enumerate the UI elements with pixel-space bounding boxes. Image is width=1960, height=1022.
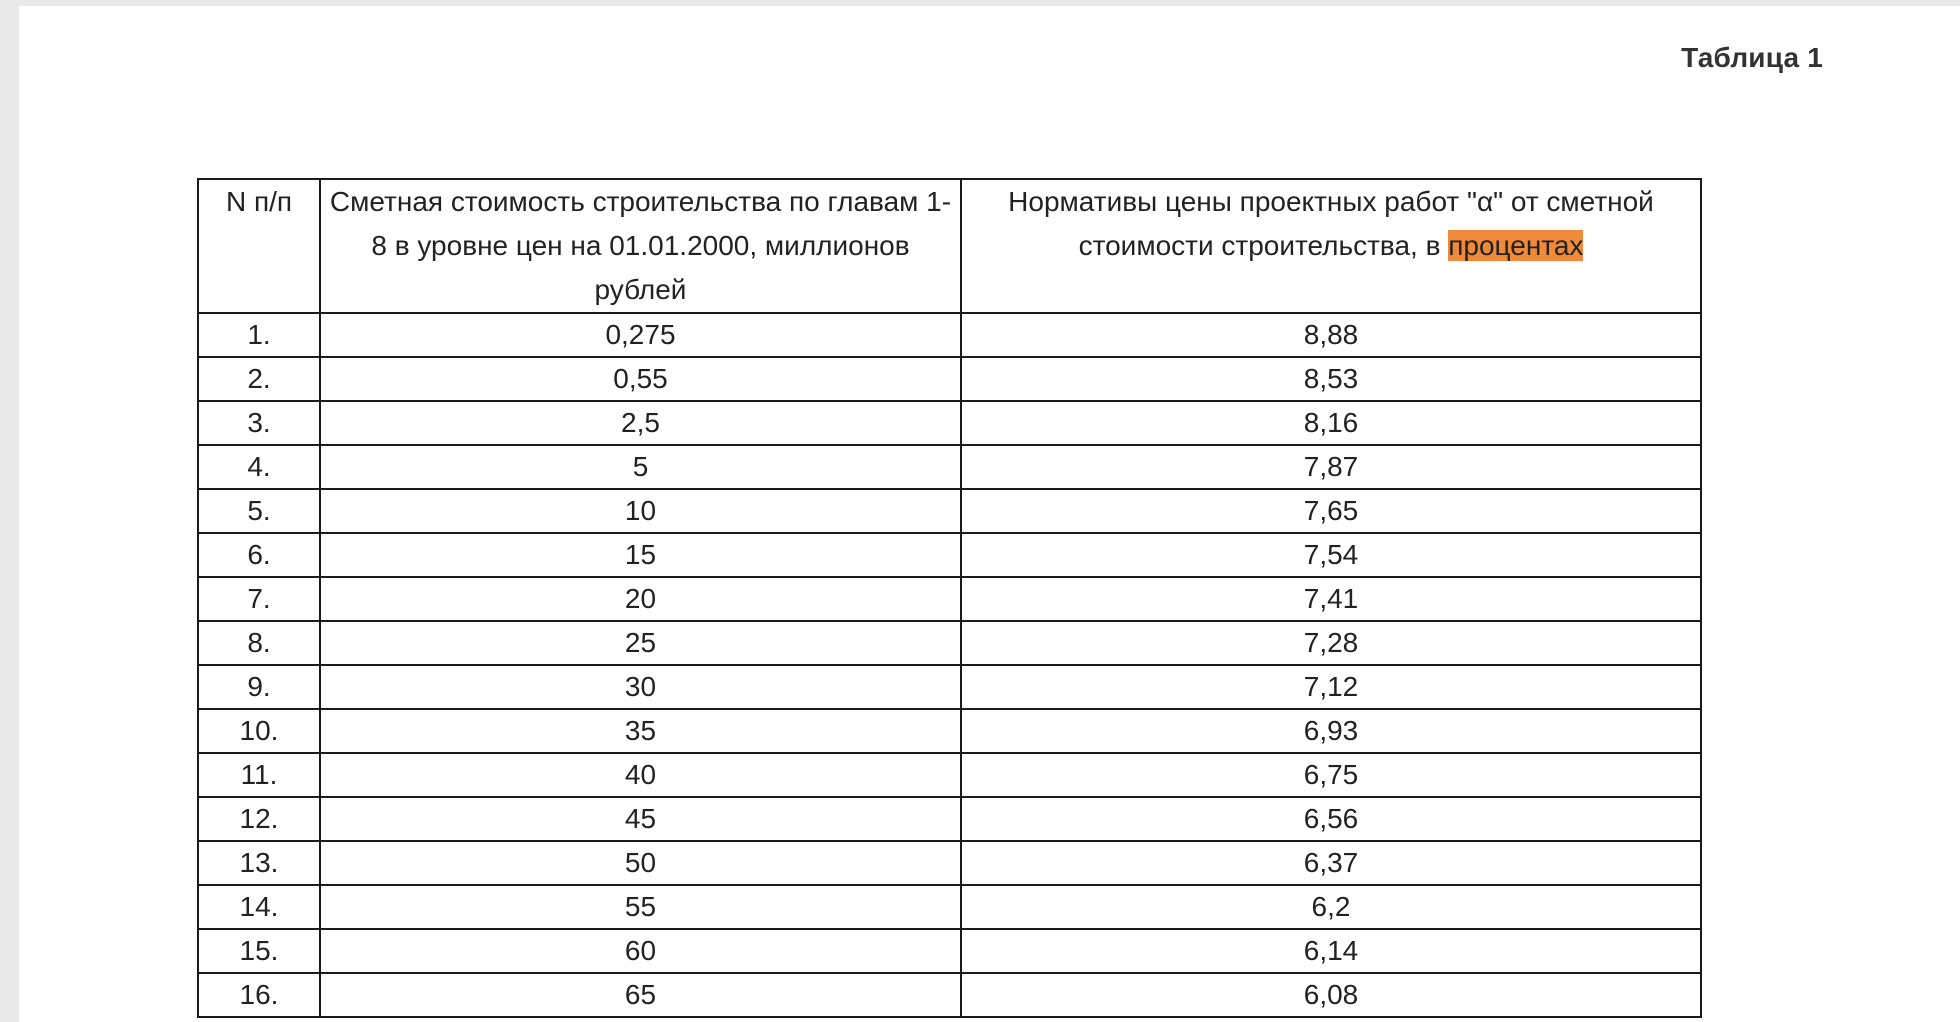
header-norm-text: Нормативы цены проектных работ "α" от см… (1008, 186, 1654, 261)
cell-norm: 7,54 (960, 532, 1702, 578)
cell-cost: 35 (319, 708, 962, 754)
cell-cost: 25 (319, 620, 962, 666)
table-row: 10. 35 6,93 (197, 708, 1702, 754)
cell-norm: 6,75 (960, 752, 1702, 798)
cell-cost: 55 (319, 884, 962, 930)
cell-num: 2. (197, 356, 321, 402)
table-row: 8. 25 7,28 (197, 620, 1702, 666)
cell-num: 15. (197, 928, 321, 974)
highlighted-word[interactable]: процентах (1448, 230, 1584, 261)
cell-norm: 6,08 (960, 972, 1702, 1018)
cell-norm: 6,2 (960, 884, 1702, 930)
norms-table: N п/п Сметная стоимость строительства по… (197, 178, 1702, 1018)
table-caption: Таблица 1 (1681, 42, 1823, 73)
cell-num: 7. (197, 576, 321, 622)
table-row: 14. 55 6,2 (197, 884, 1702, 930)
cell-num: 3. (197, 400, 321, 446)
table-row: 11. 40 6,75 (197, 752, 1702, 798)
cell-num: 12. (197, 796, 321, 842)
cell-norm: 7,12 (960, 664, 1702, 710)
header-num: N п/п (197, 178, 321, 314)
cell-num: 8. (197, 620, 321, 666)
cell-cost: 65 (319, 972, 962, 1018)
cell-norm: 7,28 (960, 620, 1702, 666)
header-norm: Нормативы цены проектных работ "α" от см… (960, 178, 1702, 314)
cell-norm: 7,87 (960, 444, 1702, 490)
cell-num: 5. (197, 488, 321, 534)
cell-num: 13. (197, 840, 321, 886)
table-row: 7. 20 7,41 (197, 576, 1702, 622)
cell-num: 11. (197, 752, 321, 798)
table-header-row: N п/п Сметная стоимость строительства по… (197, 178, 1702, 314)
cell-num: 16. (197, 972, 321, 1018)
cell-num: 4. (197, 444, 321, 490)
cell-cost: 40 (319, 752, 962, 798)
table-row: 6. 15 7,54 (197, 532, 1702, 578)
table-row: 13. 50 6,37 (197, 840, 1702, 886)
cell-norm: 6,56 (960, 796, 1702, 842)
table-body: 1. 0,275 8,88 2. 0,55 8,53 3. 2,5 8,16 4. 5 7,87 5. 1… (197, 312, 1702, 1018)
table-row: 3. 2,5 8,16 (197, 400, 1702, 446)
cell-cost: 60 (319, 928, 962, 974)
cell-cost: 10 (319, 488, 962, 534)
cell-num: 9. (197, 664, 321, 710)
table-row: 15. 60 6,14 (197, 928, 1702, 974)
cell-num: 10. (197, 708, 321, 754)
table-row: 12. 45 6,56 (197, 796, 1702, 842)
cell-num: 6. (197, 532, 321, 578)
cell-cost: 15 (319, 532, 962, 578)
cell-cost: 30 (319, 664, 962, 710)
table-row: 16. 65 6,08 (197, 972, 1702, 1018)
table-row: 9. 30 7,12 (197, 664, 1702, 710)
cell-cost: 20 (319, 576, 962, 622)
cell-norm: 7,41 (960, 576, 1702, 622)
table-row: 2. 0,55 8,53 (197, 356, 1702, 402)
cell-norm: 8,16 (960, 400, 1702, 446)
table-row: 1. 0,275 8,88 (197, 312, 1702, 358)
document-page: Таблица 1 N п/п Сметная стоимость строит… (19, 6, 1960, 1022)
cell-cost: 50 (319, 840, 962, 886)
header-cost: Сметная стоимость строительства по глава… (319, 178, 962, 314)
cell-norm: 8,53 (960, 356, 1702, 402)
cell-cost: 0,275 (319, 312, 962, 358)
cell-cost: 5 (319, 444, 962, 490)
cell-cost: 2,5 (319, 400, 962, 446)
cell-norm: 8,88 (960, 312, 1702, 358)
cell-norm: 6,37 (960, 840, 1702, 886)
cell-num: 14. (197, 884, 321, 930)
cell-norm: 6,14 (960, 928, 1702, 974)
cell-norm: 7,65 (960, 488, 1702, 534)
cell-num: 1. (197, 312, 321, 358)
table-row: 5. 10 7,65 (197, 488, 1702, 534)
cell-cost: 45 (319, 796, 962, 842)
table-row: 4. 5 7,87 (197, 444, 1702, 490)
cell-cost: 0,55 (319, 356, 962, 402)
cell-norm: 6,93 (960, 708, 1702, 754)
